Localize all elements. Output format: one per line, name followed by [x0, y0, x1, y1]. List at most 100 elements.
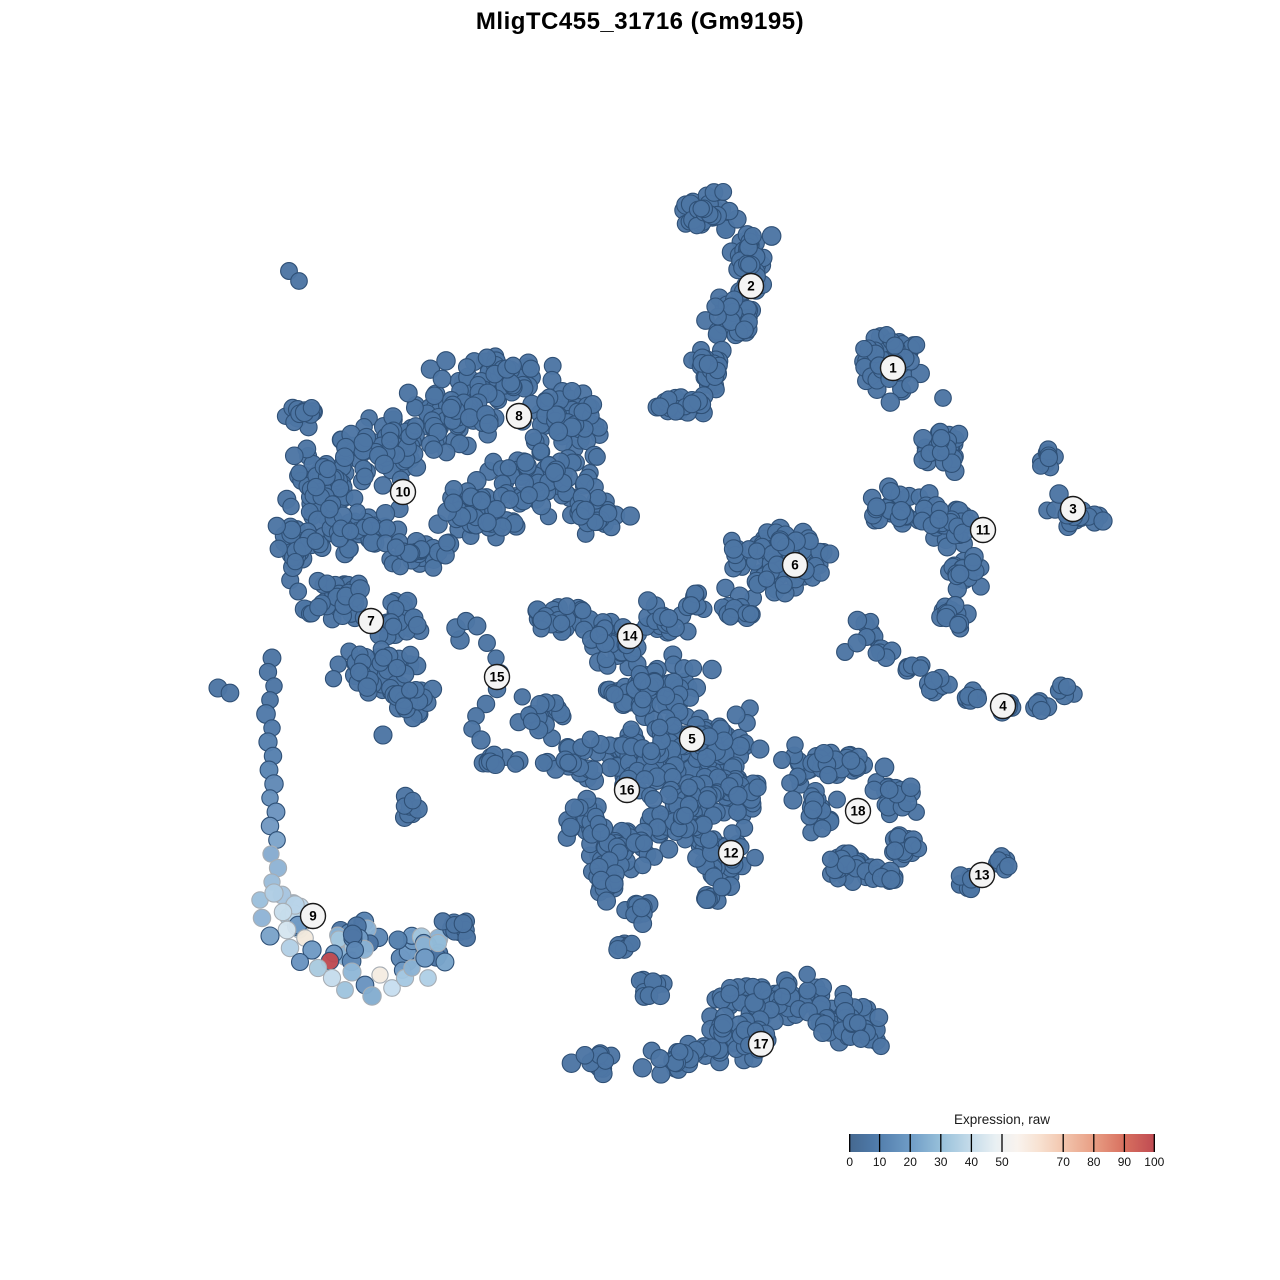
data-point: [398, 383, 418, 403]
svg-text:5: 5: [688, 732, 696, 747]
data-point: [548, 421, 569, 442]
data-point: [874, 757, 895, 778]
data-point: [608, 940, 628, 960]
data-point: [504, 356, 522, 375]
data-point: [743, 226, 762, 246]
data-point: [336, 981, 354, 999]
data-point: [770, 532, 790, 552]
cluster-label-4: 4: [989, 692, 1017, 720]
data-point: [880, 392, 900, 412]
svg-text:11: 11: [976, 523, 991, 538]
data-point: [573, 402, 593, 422]
data-point: [374, 648, 393, 667]
data-point: [403, 791, 422, 810]
data-point: [813, 978, 833, 997]
svg-text:9: 9: [309, 909, 317, 924]
svg-text:17: 17: [753, 1037, 768, 1052]
data-point: [798, 965, 816, 984]
data-point: [598, 503, 618, 523]
data-point: [513, 688, 531, 706]
colorbar-tick-label: 20: [904, 1155, 918, 1169]
data-point: [575, 500, 596, 520]
svg-text:7: 7: [367, 614, 375, 629]
data-point: [348, 593, 368, 613]
svg-text:6: 6: [791, 558, 799, 573]
data-point: [334, 447, 355, 467]
data-point: [650, 985, 671, 1006]
data-point: [1049, 484, 1069, 504]
data-point: [867, 497, 887, 517]
svg-text:14: 14: [622, 629, 638, 644]
data-point: [478, 634, 496, 652]
data-point: [773, 987, 792, 1006]
data-point: [357, 677, 378, 697]
data-point: [786, 736, 804, 754]
data-point: [562, 381, 582, 401]
data-point: [999, 856, 1018, 876]
data-point: [467, 616, 487, 636]
data-point: [820, 544, 840, 564]
data-point: [476, 694, 496, 714]
data-point: [373, 476, 393, 495]
data-point: [264, 883, 284, 903]
data-point: [698, 790, 717, 809]
data-point: [746, 848, 764, 867]
data-point: [322, 968, 342, 988]
svg-text:1: 1: [889, 361, 897, 376]
data-point: [471, 730, 491, 750]
data-point: [284, 446, 304, 466]
data-point: [262, 845, 280, 863]
data-point: [330, 479, 350, 498]
cluster-label-18: 18: [844, 797, 872, 825]
svg-text:18: 18: [850, 804, 866, 819]
data-point: [589, 488, 607, 507]
data-point: [534, 753, 553, 772]
data-point: [702, 659, 722, 680]
data-point: [911, 659, 930, 677]
data-point: [633, 914, 653, 934]
cluster-label-1: 1: [879, 354, 907, 382]
data-point: [900, 777, 921, 797]
data-point: [748, 542, 766, 560]
colorbar-tick-label: 50: [995, 1155, 1009, 1169]
data-point: [290, 952, 310, 972]
data-point: [753, 981, 773, 1000]
data-point: [374, 454, 394, 475]
data-point: [713, 1013, 734, 1034]
data-point: [903, 836, 922, 855]
data-point: [633, 690, 652, 709]
data-point: [967, 688, 988, 709]
data-point: [1093, 511, 1113, 531]
data-point: [443, 493, 464, 513]
data-point: [560, 817, 581, 837]
data-point: [401, 681, 419, 699]
data-point: [290, 464, 308, 482]
data-point: [696, 889, 717, 910]
data-point: [260, 926, 280, 946]
data-point: [453, 914, 473, 934]
data-point: [741, 605, 760, 623]
data-point: [869, 1008, 889, 1028]
data-point: [573, 601, 592, 620]
data-point: [932, 429, 951, 448]
data-point: [748, 778, 767, 797]
svg-text:4: 4: [999, 699, 1007, 714]
data-point: [387, 658, 407, 678]
data-point: [867, 644, 886, 662]
data-point: [1039, 448, 1059, 468]
data-point: [591, 823, 610, 842]
data-point: [714, 182, 733, 201]
data-point: [290, 272, 308, 290]
data-point: [781, 774, 799, 792]
data-point: [575, 1045, 595, 1065]
data-point: [891, 501, 911, 521]
data-point: [601, 758, 620, 778]
data-point: [650, 718, 669, 737]
data-point: [682, 596, 701, 615]
data-point: [650, 397, 670, 417]
data-point: [670, 1042, 689, 1061]
data-point: [963, 553, 982, 572]
data-point: [403, 959, 421, 977]
data-point: [656, 686, 676, 706]
